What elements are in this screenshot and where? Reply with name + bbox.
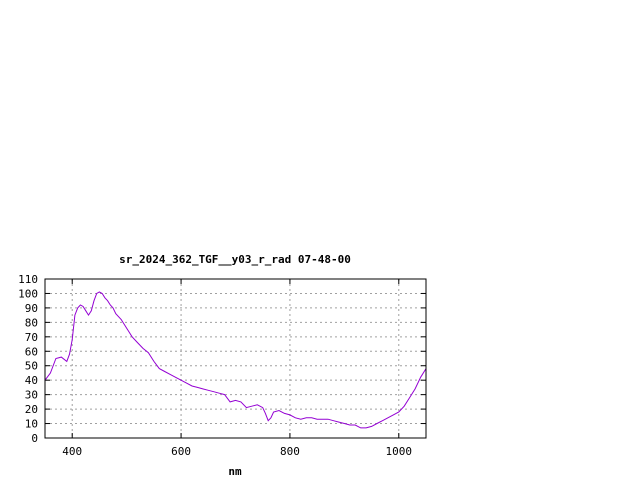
- chart-title: sr_2024_362_TGF__y03_r_rad 07-48-00: [119, 253, 351, 266]
- y-tick-label: 30: [25, 389, 38, 402]
- x-axis-label: nm: [228, 465, 242, 478]
- y-tick-label: 80: [25, 316, 38, 329]
- x-tick-label: 800: [280, 445, 300, 458]
- y-tick-label: 70: [25, 331, 38, 344]
- plot-frame: [44, 278, 427, 439]
- y-tick-label: 20: [25, 403, 38, 416]
- y-tick-label: 50: [25, 360, 38, 373]
- x-tick-label: 400: [62, 445, 82, 458]
- y-tick-label: 10: [25, 418, 38, 431]
- y-tick-label: 100: [18, 287, 38, 300]
- x-tick-label: 600: [171, 445, 191, 458]
- x-axis-ticks: 400 600 800 1000: [62, 279, 412, 458]
- series-line: [44, 291, 427, 429]
- y-tick-label: 90: [25, 302, 38, 315]
- y-tick-label: 0: [31, 432, 38, 445]
- y-tick-label: 110: [18, 273, 38, 286]
- y-tick-label: 60: [25, 345, 38, 358]
- grid-lines: [45, 279, 426, 438]
- y-tick-label: 40: [25, 374, 38, 387]
- x-tick-label: 1000: [386, 445, 413, 458]
